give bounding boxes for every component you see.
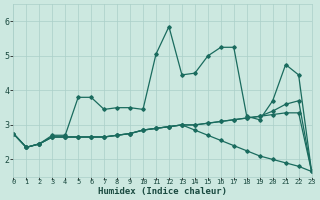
X-axis label: Humidex (Indice chaleur): Humidex (Indice chaleur) xyxy=(98,187,227,196)
